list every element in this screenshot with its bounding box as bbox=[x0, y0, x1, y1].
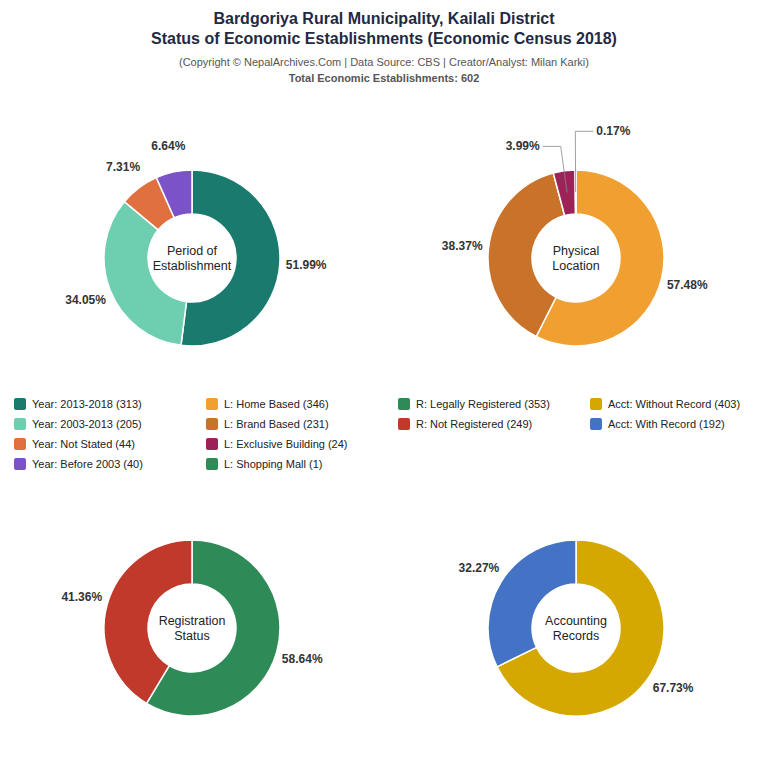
donut bbox=[104, 170, 280, 346]
legend-entry: Year: Before 2003 (40) bbox=[32, 458, 143, 470]
legend-swatch bbox=[398, 398, 410, 410]
legend-swatch bbox=[206, 438, 218, 450]
legend: Year: 2013-2018 (313) Year: 2003-2013 (20… bbox=[14, 398, 740, 470]
legend-swatch bbox=[14, 438, 26, 450]
legend-entry: L: Brand Based (231) bbox=[224, 418, 329, 430]
legend-entry: Year: Not Stated (44) bbox=[32, 438, 135, 450]
data-labels: 51.99% 34.05% 7.31% 6.64% bbox=[65, 139, 327, 307]
data-label: 38.37% bbox=[442, 239, 483, 253]
data-label: 34.05% bbox=[65, 293, 106, 307]
legend-swatch bbox=[206, 418, 218, 430]
data-label: 67.73% bbox=[653, 681, 694, 695]
legend-entry: R: Not Registered (249) bbox=[416, 418, 532, 430]
leader-line bbox=[575, 131, 593, 192]
subtitle-line: (Copyright © NepalArchives.Com | Data So… bbox=[179, 56, 589, 68]
background bbox=[0, 0, 768, 768]
data-labels: 67.73% 32.27% bbox=[459, 561, 694, 696]
center-label-line: Location bbox=[552, 259, 599, 273]
center-label-line: Records bbox=[553, 629, 600, 643]
legend-swatch bbox=[398, 418, 410, 430]
data-labels: 58.64% 41.36% bbox=[61, 590, 322, 665]
data-label: 3.99% bbox=[506, 139, 540, 153]
donut bbox=[488, 540, 664, 716]
center-label: PhysicalLocation bbox=[552, 244, 599, 273]
donut-slice bbox=[488, 540, 576, 667]
legend-swatch bbox=[14, 398, 26, 410]
data-label: 41.36% bbox=[61, 590, 102, 604]
donut bbox=[488, 170, 664, 346]
center-label-line: Establishment bbox=[153, 259, 232, 273]
center-label: AccountingRecords bbox=[545, 614, 607, 643]
data-labels: 57.48% 38.37% 3.99% 0.17% bbox=[442, 124, 708, 291]
subtitle-line: Total Economic Establishments: 602 bbox=[289, 72, 480, 84]
legend-swatch bbox=[14, 458, 26, 470]
data-label: 0.17% bbox=[596, 124, 630, 138]
donut-slice bbox=[104, 202, 186, 346]
legend-swatch bbox=[590, 418, 602, 430]
title-line: Status of Economic Establishments (Econo… bbox=[151, 30, 617, 47]
center-label-line: Period of bbox=[167, 244, 218, 258]
donut bbox=[104, 540, 280, 716]
legend-entry: Acct: Without Record (403) bbox=[608, 398, 740, 410]
chart-root: Bardgoriya Rural Municipality, Kailali D… bbox=[0, 0, 768, 768]
legend-entry: Year: 2013-2018 (313) bbox=[32, 398, 142, 410]
center-label-line: Accounting bbox=[545, 614, 607, 628]
data-label: 51.99% bbox=[286, 258, 327, 272]
center-label-line: Status bbox=[174, 629, 209, 643]
legend-entry: Acct: With Record (192) bbox=[608, 418, 725, 430]
legend-entry: Year: 2003-2013 (205) bbox=[32, 418, 142, 430]
title-line: Bardgoriya Rural Municipality, Kailali D… bbox=[213, 10, 555, 27]
legend-entry: L: Home Based (346) bbox=[224, 398, 329, 410]
donut-slice bbox=[553, 170, 575, 215]
legend-entry: L: Shopping Mall (1) bbox=[224, 458, 322, 470]
legend-swatch bbox=[206, 398, 218, 410]
legend-swatch bbox=[590, 398, 602, 410]
leader-line bbox=[543, 146, 567, 192]
title: Bardgoriya Rural Municipality, Kailali D… bbox=[151, 10, 617, 47]
data-label: 7.31% bbox=[106, 160, 140, 174]
data-label: 6.64% bbox=[151, 139, 185, 153]
center-label-line: Physical bbox=[553, 244, 600, 258]
donut-slice bbox=[156, 170, 192, 218]
center-label: RegistrationStatus bbox=[159, 614, 226, 643]
center-label: Period ofEstablishment bbox=[153, 244, 232, 273]
legend-swatch bbox=[14, 418, 26, 430]
center-label-line: Registration bbox=[159, 614, 226, 628]
legend-entry: R: Legally Registered (353) bbox=[416, 398, 550, 410]
data-label: 32.27% bbox=[459, 561, 500, 575]
data-label: 58.64% bbox=[282, 652, 323, 666]
legend-swatch bbox=[206, 458, 218, 470]
subtitle: (Copyright © NepalArchives.Com | Data So… bbox=[179, 56, 589, 84]
legend-entry: L: Exclusive Building (24) bbox=[224, 438, 348, 450]
data-label: 57.48% bbox=[667, 278, 708, 292]
